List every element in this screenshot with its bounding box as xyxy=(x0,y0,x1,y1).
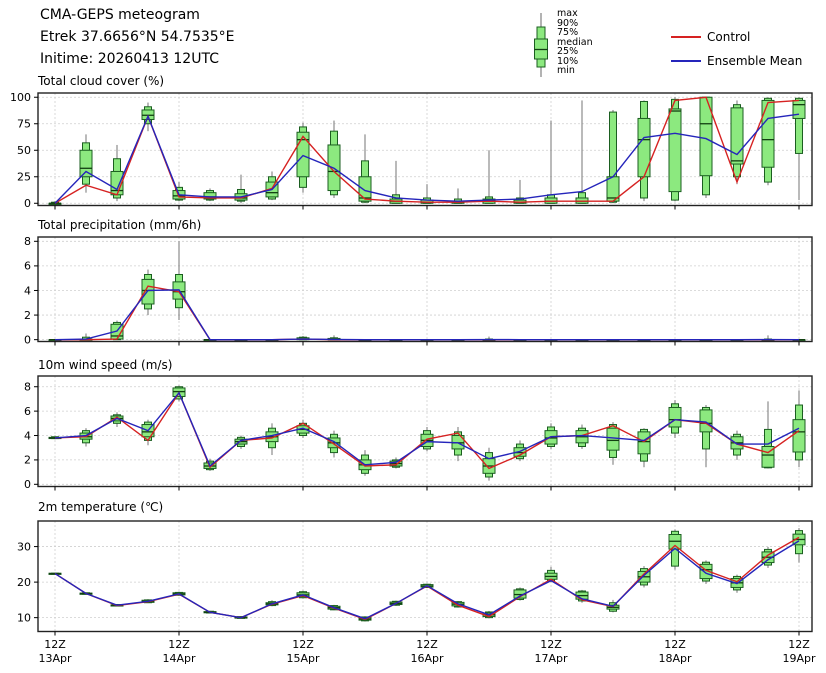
cloud-cover-panel: 0 25 50 75 100 xyxy=(10,91,813,210)
wind-speed-panel: 0 2 4 6 8 xyxy=(24,375,813,491)
ensemble-boxes xyxy=(48,385,806,481)
ensemble-mean-line xyxy=(54,113,800,204)
legend-label-75pct: 75% xyxy=(557,27,579,38)
time-axis-labels: 12Z13Apr12Z14Apr12Z15Apr12Z16Apr12Z17Apr… xyxy=(38,638,816,665)
x-tick-day: 17Apr xyxy=(534,652,568,665)
panel-border xyxy=(37,236,813,343)
axis-ticks: 10 20 30 xyxy=(17,540,800,636)
y-tick-label: 25 xyxy=(17,171,31,184)
ensemble-line-swatch xyxy=(671,60,701,62)
y-tick-label: 20 xyxy=(17,576,31,589)
x-tick-day: 19Apr xyxy=(782,652,816,665)
y-tick-label: 30 xyxy=(17,540,31,553)
y-tick-label: 10 xyxy=(17,611,31,624)
precipitation-panel: 0 2 4 6 8 xyxy=(24,235,813,346)
panel-border xyxy=(37,92,813,207)
y-tick-label: 0 xyxy=(24,333,31,346)
ensemble-mean-line xyxy=(54,540,800,620)
legend-label-25pct: 25% xyxy=(557,46,579,57)
x-tick-day: 15Apr xyxy=(286,652,320,665)
control-line xyxy=(54,96,800,204)
y-tick-label: 6 xyxy=(24,260,31,273)
ensemble-mean-line xyxy=(54,289,800,341)
y-tick-label: 2 xyxy=(24,309,31,322)
panel-border xyxy=(37,375,813,488)
legend-label-90pct: 90% xyxy=(557,17,579,29)
axis-ticks: 0 2 4 6 8 xyxy=(24,381,800,491)
page-title: CMA-GEPS meteogram xyxy=(40,7,200,23)
panel-title-temperature: 2m temperature (℃) xyxy=(38,500,164,514)
legend-label-control: Control xyxy=(707,30,751,44)
panel-title-precipitation: Total precipitation (mm/6h) xyxy=(38,218,202,232)
x-tick-day: 13Apr xyxy=(38,652,72,665)
axis-ticks: 0 2 4 6 8 xyxy=(24,235,800,346)
ensemble-boxes xyxy=(48,96,806,205)
x-tick-day: 18Apr xyxy=(658,652,692,665)
legend-box-glyph xyxy=(534,13,548,77)
y-tick-label: 4 xyxy=(24,429,31,442)
y-tick-label: 100 xyxy=(10,91,31,104)
panel-border xyxy=(37,520,813,633)
station-location: Etrek 37.6656°N 54.7535°E xyxy=(40,29,235,45)
x-tick-hour: 12Z xyxy=(788,638,810,651)
legend-label-10pct: 10% xyxy=(557,55,579,67)
y-tick-label: 8 xyxy=(24,381,31,394)
gridlines xyxy=(38,521,812,632)
y-tick-label: 75 xyxy=(17,118,31,131)
x-tick-day: 16Apr xyxy=(410,652,444,665)
y-tick-label: 8 xyxy=(24,235,31,248)
x-tick-hour: 12Z xyxy=(44,638,66,651)
x-tick-hour: 12Z xyxy=(168,638,190,651)
legend-label-min: min xyxy=(557,65,575,76)
axis-ticks: 0 25 50 75 100 xyxy=(10,91,800,210)
panel-title-cloud-cover: Total cloud cover (%) xyxy=(38,74,165,88)
y-tick-label: 2 xyxy=(24,454,31,467)
y-tick-label: 6 xyxy=(24,405,31,418)
control-line-swatch xyxy=(671,36,701,38)
x-tick-hour: 12Z xyxy=(292,638,314,651)
legend-label-ensemble: Ensemble Mean xyxy=(707,54,803,68)
temperature-panel: 10 20 30 xyxy=(17,520,813,636)
x-tick-day: 14Apr xyxy=(162,652,196,665)
y-tick-label: 4 xyxy=(24,284,31,297)
x-tick-hour: 12Z xyxy=(416,638,438,651)
x-tick-hour: 12Z xyxy=(664,638,686,651)
legend-label-max: max xyxy=(557,8,578,19)
x-tick-hour: 12Z xyxy=(540,638,562,651)
panel-title-wind-speed: 10m wind speed (m/s) xyxy=(38,358,173,372)
y-tick-label: 50 xyxy=(17,144,31,157)
y-tick-label: 0 xyxy=(24,197,31,210)
y-tick-label: 0 xyxy=(24,478,31,491)
init-time: Initime: 20260413 12UTC xyxy=(40,51,219,67)
ensemble-mean-line xyxy=(54,391,800,468)
legend-label-median: median xyxy=(557,36,593,48)
